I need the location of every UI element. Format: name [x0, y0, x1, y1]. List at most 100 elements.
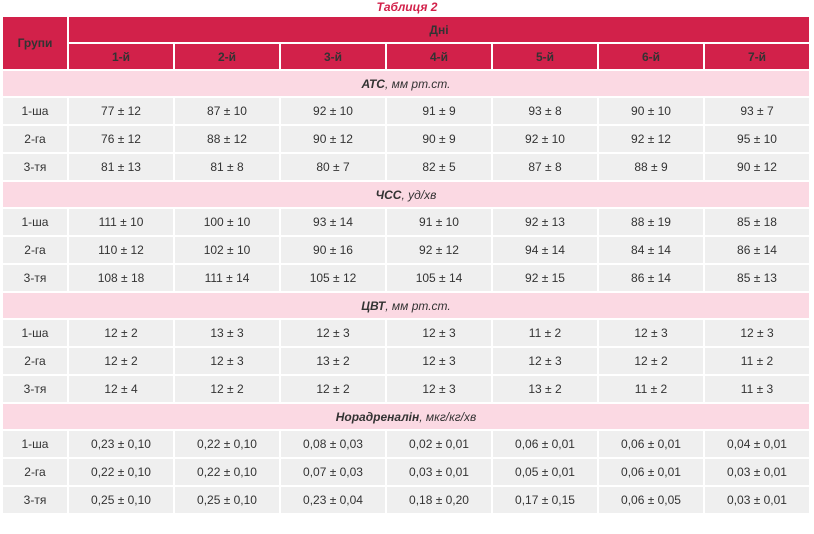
value-cell: 12 ± 2 — [599, 348, 703, 374]
days-header: Дні — [69, 17, 809, 42]
value-cell: 0,23 ± 0,10 — [69, 431, 173, 457]
group-label: 3-тя — [3, 265, 67, 291]
value-cell: 0,23 ± 0,04 — [281, 487, 385, 513]
value-cell: 13 ± 2 — [493, 376, 597, 402]
section-unit: , мм рт.ст. — [385, 298, 451, 313]
group-label: 2-га — [3, 126, 67, 152]
section-row: ЦВТ, мм рт.ст. — [3, 293, 809, 318]
groups-header: Групи — [3, 17, 67, 69]
value-cell: 88 ± 9 — [599, 154, 703, 180]
value-cell: 100 ± 10 — [175, 209, 279, 235]
value-cell: 0,07 ± 0,03 — [281, 459, 385, 485]
value-cell: 87 ± 8 — [493, 154, 597, 180]
value-cell: 77 ± 12 — [69, 98, 173, 124]
value-cell: 105 ± 12 — [281, 265, 385, 291]
day-header: 7-й — [705, 44, 809, 69]
day-header: 6-й — [599, 44, 703, 69]
value-cell: 11 ± 2 — [705, 348, 809, 374]
section-header: ЧСС, уд/хв — [3, 182, 809, 207]
value-cell: 86 ± 14 — [705, 237, 809, 263]
value-cell: 85 ± 13 — [705, 265, 809, 291]
section-title: Норадреналін — [335, 409, 420, 424]
value-cell: 93 ± 14 — [281, 209, 385, 235]
value-cell: 90 ± 16 — [281, 237, 385, 263]
value-cell: 0,04 ± 0,01 — [705, 431, 809, 457]
day-header: 5-й — [493, 44, 597, 69]
value-cell: 93 ± 8 — [493, 98, 597, 124]
value-cell: 91 ± 10 — [387, 209, 491, 235]
value-cell: 95 ± 10 — [705, 126, 809, 152]
value-cell: 0,25 ± 0,10 — [69, 487, 173, 513]
table-row: 2-га 0,22 ± 0,10 0,22 ± 0,10 0,07 ± 0,03 0,0… — [3, 459, 809, 485]
section-row: ЧСС, уд/хв — [3, 182, 809, 207]
value-cell: 0,17 ± 0,15 — [493, 487, 597, 513]
value-cell: 0,03 ± 0,01 — [705, 459, 809, 485]
value-cell: 12 ± 2 — [281, 376, 385, 402]
value-cell: 0,05 ± 0,01 — [493, 459, 597, 485]
section-header: Норадреналін, мкг/кг/хв — [3, 404, 809, 429]
table-row: 3-тя 12 ± 4 12 ± 2 12 ± 2 12 ± 3 13 ± 2 11 ± 2… — [3, 376, 809, 402]
value-cell: 87 ± 10 — [175, 98, 279, 124]
group-label: 3-тя — [3, 376, 67, 402]
group-label: 3-тя — [3, 154, 67, 180]
value-cell: 92 ± 15 — [493, 265, 597, 291]
group-label: 1-ша — [3, 320, 67, 346]
value-cell: 0,06 ± 0,05 — [599, 487, 703, 513]
value-cell: 11 ± 2 — [493, 320, 597, 346]
value-cell: 11 ± 2 — [599, 376, 703, 402]
value-cell: 90 ± 12 — [281, 126, 385, 152]
group-label: 2-га — [3, 237, 67, 263]
table-row: 1-ша 111 ± 10 100 ± 10 93 ± 14 91 ± 10 92 ± 1… — [3, 209, 809, 235]
value-cell: 11 ± 3 — [705, 376, 809, 402]
value-cell: 90 ± 10 — [599, 98, 703, 124]
group-label: 3-тя — [3, 487, 67, 513]
value-cell: 0,25 ± 0,10 — [175, 487, 279, 513]
value-cell: 12 ± 3 — [387, 320, 491, 346]
group-label: 1-ша — [3, 98, 67, 124]
section-row: Норадреналін, мкг/кг/хв — [3, 404, 809, 429]
section-header: АТС, мм рт.ст. — [3, 71, 809, 96]
section-unit: , мм рт.ст. — [384, 76, 451, 91]
value-cell: 85 ± 18 — [705, 209, 809, 235]
day-header: 4-й — [387, 44, 491, 69]
value-cell: 12 ± 3 — [493, 348, 597, 374]
section-row: АТС, мм рт.ст. — [3, 71, 809, 96]
value-cell: 86 ± 14 — [599, 265, 703, 291]
value-cell: 92 ± 12 — [387, 237, 491, 263]
value-cell: 12 ± 2 — [69, 348, 173, 374]
value-cell: 0,03 ± 0,01 — [387, 459, 491, 485]
data-table: Групи Дні 1-й 2-й 3-й 4-й 5-й 6-й 7-й АТ… — [1, 15, 811, 515]
table-header: Групи Дні 1-й 2-й 3-й 4-й 5-й 6-й 7-й — [3, 17, 809, 69]
table-row: 3-тя 0,25 ± 0,10 0,25 ± 0,10 0,23 ± 0,04 0,1… — [3, 487, 809, 513]
value-cell: 12 ± 3 — [175, 348, 279, 374]
value-cell: 0,06 ± 0,01 — [599, 431, 703, 457]
value-cell: 0,18 ± 0,20 — [387, 487, 491, 513]
value-cell: 0,08 ± 0,03 — [281, 431, 385, 457]
value-cell: 81 ± 8 — [175, 154, 279, 180]
group-label: 1-ша — [3, 209, 67, 235]
value-cell: 92 ± 10 — [281, 98, 385, 124]
section-title: АТС — [361, 76, 385, 91]
value-cell: 12 ± 4 — [69, 376, 173, 402]
value-cell: 94 ± 14 — [493, 237, 597, 263]
group-label: 2-га — [3, 348, 67, 374]
table-row: 1-ша 0,23 ± 0,10 0,22 ± 0,10 0,08 ± 0,03 0,0… — [3, 431, 809, 457]
table-row: 3-тя 81 ± 13 81 ± 8 80 ± 7 82 ± 5 87 ± 8 88 ± … — [3, 154, 809, 180]
value-cell: 0,06 ± 0,01 — [493, 431, 597, 457]
table-body: АТС, мм рт.ст. 1-ша 77 ± 12 87 ± 10 92 ± 10 9… — [3, 71, 809, 513]
value-cell: 0,02 ± 0,01 — [387, 431, 491, 457]
value-cell: 108 ± 18 — [69, 265, 173, 291]
value-cell: 0,22 ± 0,10 — [175, 431, 279, 457]
value-cell: 81 ± 13 — [69, 154, 173, 180]
value-cell: 12 ± 2 — [175, 376, 279, 402]
value-cell: 12 ± 2 — [69, 320, 173, 346]
value-cell: 0,22 ± 0,10 — [69, 459, 173, 485]
value-cell: 12 ± 3 — [281, 320, 385, 346]
value-cell: 92 ± 10 — [493, 126, 597, 152]
value-cell: 111 ± 10 — [69, 209, 173, 235]
value-cell: 84 ± 14 — [599, 237, 703, 263]
value-cell: 90 ± 12 — [705, 154, 809, 180]
section-unit: , мкг/кг/хв — [419, 409, 477, 424]
value-cell: 80 ± 7 — [281, 154, 385, 180]
group-label: 1-ша — [3, 431, 67, 457]
